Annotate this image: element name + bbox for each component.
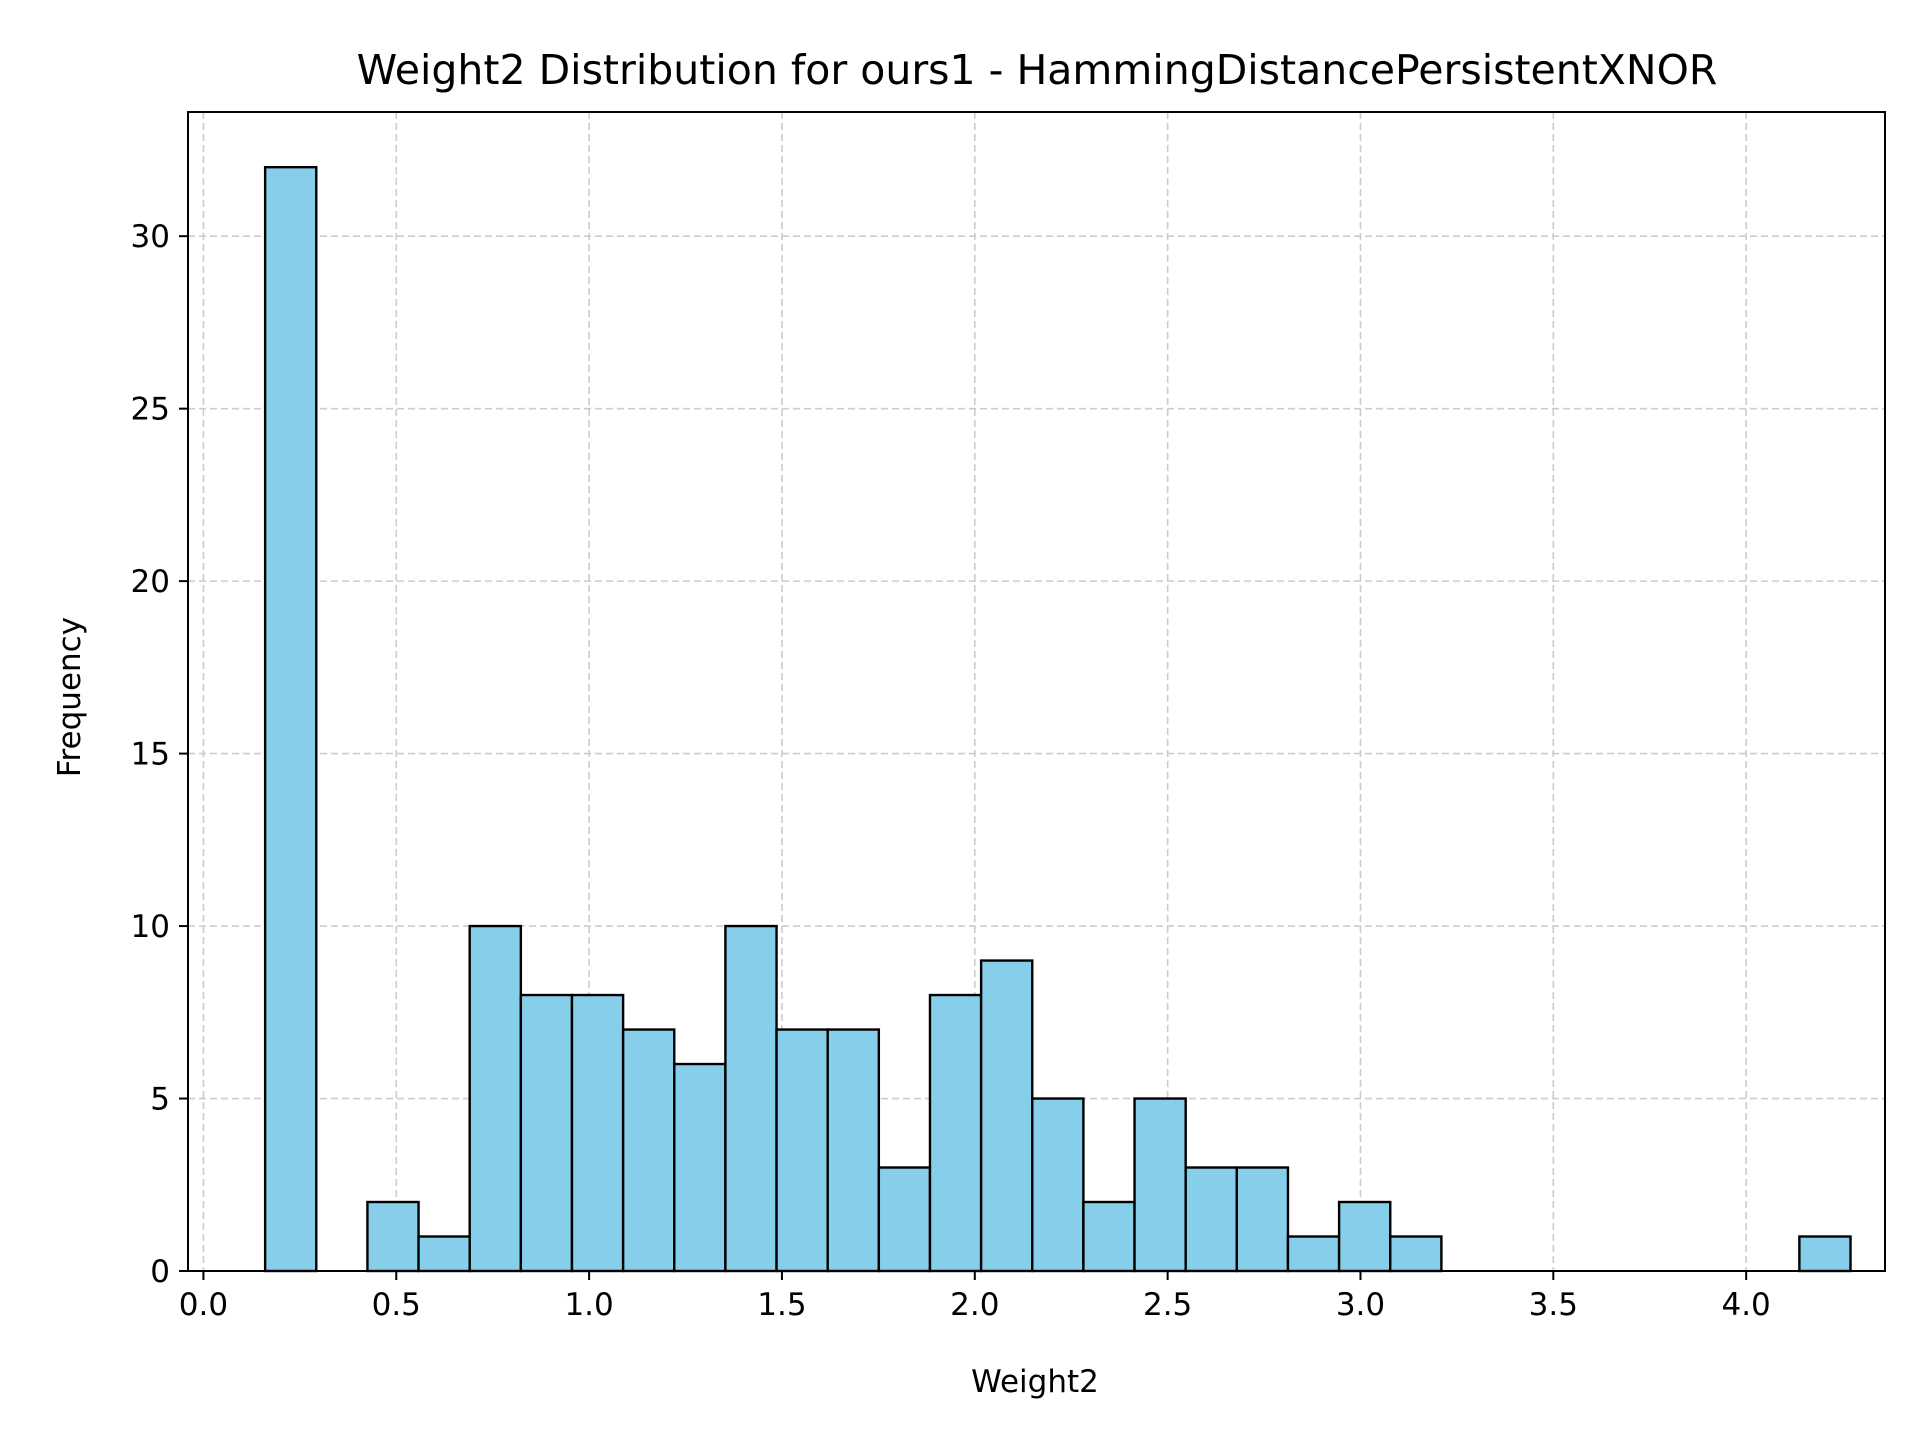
x-axis-ticks: 0.0 0.5 1.0 1.5 2.0 2.5 3.0 3.5 4.0 xyxy=(179,1271,1771,1323)
histogram-bar-13 xyxy=(928,993,983,1273)
histogram-bar-16 xyxy=(1082,1200,1136,1273)
y-tick-label-5: 25 xyxy=(131,392,170,428)
x-tick-label-5: 2.5 xyxy=(1143,1287,1192,1323)
x-tick-label-2: 1.0 xyxy=(564,1287,613,1323)
histogram-bar-14 xyxy=(979,959,1034,1273)
x-axis-label: Weight2 xyxy=(971,1364,1099,1400)
histogram-bar-15 xyxy=(1031,1097,1085,1273)
x-tick-label-3: 1.5 xyxy=(757,1287,806,1323)
chart-title: Weight2 Distribution for ours1 - Hamming… xyxy=(357,46,1718,94)
histogram-bar-12 xyxy=(877,1166,932,1273)
histogram-bar-11 xyxy=(826,1028,881,1273)
histogram-bar-0 xyxy=(263,165,318,1273)
y-tick-label-3: 15 xyxy=(131,737,170,773)
histogram-bar-8 xyxy=(673,1062,727,1273)
histogram-bar-30 xyxy=(1798,1235,1852,1273)
y-tick-label-2: 10 xyxy=(131,909,170,945)
y-tick-label-4: 20 xyxy=(131,564,170,600)
histogram-bar-22 xyxy=(1389,1235,1443,1273)
histogram-bar-5 xyxy=(519,993,574,1273)
y-tick-label-1: 5 xyxy=(150,1082,170,1118)
histogram-bar-20 xyxy=(1286,1235,1341,1273)
histogram-bar-18 xyxy=(1184,1166,1239,1273)
x-tick-label-7: 3.5 xyxy=(1529,1287,1578,1323)
histogram-bar-3 xyxy=(417,1235,471,1273)
y-axis-label: Frequency xyxy=(52,617,88,777)
x-tick-label-8: 4.0 xyxy=(1721,1287,1770,1323)
histogram-bar-7 xyxy=(621,1028,676,1273)
histogram-bar-9 xyxy=(724,924,778,1273)
histogram-bar-2 xyxy=(366,1200,420,1273)
histogram-bar-19 xyxy=(1235,1166,1290,1273)
y-tick-label-6: 30 xyxy=(131,219,170,255)
plot-frame xyxy=(187,111,1886,1272)
histogram-bar-21 xyxy=(1337,1200,1392,1273)
histogram-bar-4 xyxy=(468,924,523,1273)
y-tick-label-0: 0 xyxy=(150,1254,170,1290)
histogram-bar-6 xyxy=(570,993,625,1273)
histogram-bar-17 xyxy=(1133,1097,1187,1273)
histogram-bars xyxy=(263,165,1852,1273)
x-tick-label-6: 3.0 xyxy=(1336,1287,1385,1323)
y-axis-ticks: 0 5 10 15 20 25 30 xyxy=(131,219,188,1290)
x-tick-label-4: 2.0 xyxy=(950,1287,999,1323)
histogram-bar-10 xyxy=(775,1028,829,1273)
grid-lines xyxy=(188,112,1885,1272)
x-tick-label-1: 0.5 xyxy=(372,1287,421,1323)
x-tick-label-0: 0.0 xyxy=(179,1287,228,1323)
